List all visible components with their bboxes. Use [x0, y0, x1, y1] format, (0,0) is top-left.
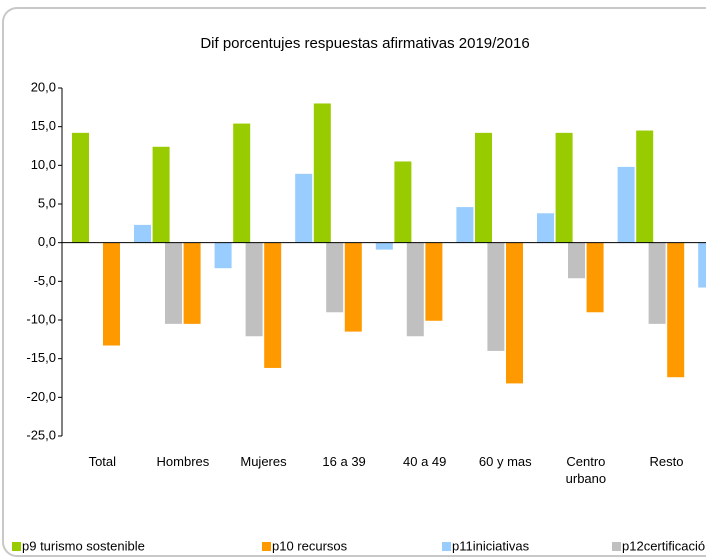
bar: [313, 103, 331, 243]
x-tick-label: 60 y mas: [478, 454, 532, 469]
bar: [375, 242, 393, 250]
bar: [555, 132, 573, 243]
y-tick-label: 0,0: [38, 234, 56, 249]
x-tick-label: 40 a 49: [403, 454, 447, 469]
y-tick-label: -5,0: [34, 273, 56, 288]
bar: [506, 242, 523, 384]
legend-label: p10 recursos: [272, 538, 348, 553]
bar: [165, 242, 182, 324]
bar: [214, 242, 232, 269]
bar: [103, 242, 120, 346]
bar: [134, 224, 151, 243]
legend-swatch: [442, 542, 451, 551]
bar: [617, 166, 635, 243]
legend-swatch: [612, 542, 621, 551]
x-tick-label: Centro urbano: [565, 454, 607, 486]
bar: [183, 242, 201, 324]
bar: [568, 242, 585, 279]
legend-label: p9 turismo sostenible: [22, 538, 145, 553]
y-tick-label: 5,0: [38, 195, 56, 210]
x-tick-label: Resto: [649, 454, 684, 469]
bar: [636, 130, 654, 243]
bar: [586, 242, 604, 313]
y-tick-label: -15,0: [26, 350, 56, 365]
legend-swatch: [262, 542, 271, 551]
y-tick-label: 15,0: [31, 118, 56, 133]
bar: [72, 132, 89, 243]
bar: [456, 207, 474, 243]
bar: [406, 242, 424, 337]
x-tick-label: 16 a 39: [322, 454, 366, 469]
bar: [295, 173, 313, 243]
bar: [648, 242, 666, 324]
y-tick-label: -20,0: [26, 389, 56, 404]
bar: [233, 123, 251, 243]
bar: [394, 161, 412, 243]
bar: [698, 242, 706, 288]
bar: [264, 242, 282, 368]
bar: [425, 242, 443, 321]
legend-label: p12certificación: [622, 538, 706, 553]
x-tick-label: Hombres: [156, 454, 210, 469]
bar: [537, 213, 554, 243]
y-tick-label: 10,0: [31, 157, 56, 172]
bar: [475, 132, 492, 243]
x-tick-label: Total: [88, 454, 117, 469]
bar: [326, 242, 344, 313]
y-tick-label: -25,0: [26, 427, 56, 442]
bar: [245, 242, 263, 337]
bar: [344, 242, 362, 332]
chart-title: Dif porcentujes respuestas afirmativas 2…: [200, 35, 529, 52]
y-tick-label: 20,0: [31, 79, 56, 94]
legend-label: p11iniciativas: [452, 538, 530, 553]
y-tick-label: -10,0: [26, 311, 56, 326]
legend-swatch: [12, 542, 21, 551]
x-tick-label: Mujeres: [240, 454, 287, 469]
bar: [667, 242, 685, 378]
bar: [487, 242, 505, 351]
bar: [152, 146, 170, 243]
